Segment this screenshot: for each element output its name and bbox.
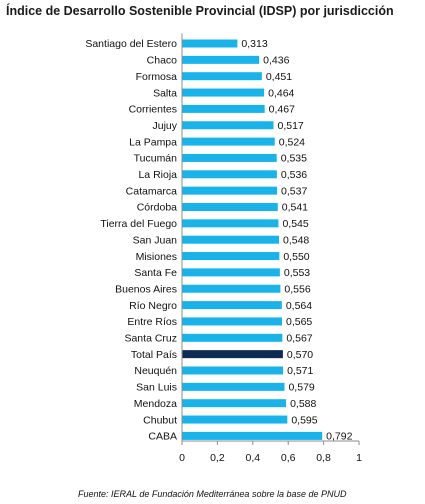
category-label-caba: CABA — [148, 431, 177, 443]
bar-chubut — [182, 415, 288, 424]
value-label-neuquen: 0,571 — [287, 365, 313, 377]
value-label-misiones: 0,550 — [283, 251, 309, 263]
bar-salta — [182, 88, 265, 97]
category-label-cordoba: Córdoba — [137, 202, 177, 214]
bar-santiago-del-estero — [182, 39, 238, 48]
value-label-tierra-del-fuego: 0,545 — [282, 218, 308, 230]
value-label-chaco: 0,436 — [263, 55, 289, 67]
bar-entre-rios — [182, 317, 283, 326]
category-label-santa-fe: Santa Fe — [134, 267, 177, 279]
bar-neuquen — [182, 366, 284, 375]
bar-santa-cruz — [182, 333, 283, 342]
category-label-santa-cruz: Santa Cruz — [124, 333, 177, 345]
bar-santa-fe — [182, 268, 280, 277]
bar-jujuy — [182, 121, 274, 130]
value-label-santa-fe: 0,553 — [284, 267, 310, 279]
category-label-mendoza: Mendoza — [134, 398, 177, 410]
bar-san-luis — [182, 382, 285, 391]
bar-total-pais — [182, 350, 283, 359]
chart-title: Índice de Desarrollo Sostenible Provinci… — [6, 3, 394, 18]
bar-misiones — [182, 252, 280, 261]
bar-la-rioja — [182, 170, 277, 179]
bar-catamarca — [182, 186, 278, 195]
x-tick-label: 0,8 — [316, 452, 331, 464]
x-axis: 0 0,2 0,4 0,6 0,8 1 — [179, 33, 362, 464]
bar-formosa — [182, 72, 262, 81]
value-label-santiago-del-estero: 0,313 — [241, 38, 267, 50]
category-label-santiago-del-estero: Santiago del Estero — [85, 38, 177, 50]
category-label-san-luis: San Luis — [136, 382, 177, 394]
value-label-mendoza: 0,588 — [290, 398, 316, 410]
category-label-misiones: Misiones — [136, 251, 177, 263]
category-label-jujuy: Jujuy — [152, 120, 177, 132]
bar-mendoza — [182, 399, 287, 408]
value-label-caba: 0,792 — [326, 431, 352, 443]
category-label-la-rioja: La Rioja — [138, 169, 177, 181]
value-label-jujuy: 0,517 — [278, 120, 304, 132]
value-label-formosa: 0,451 — [266, 71, 292, 83]
category-label-tierra-del-fuego: Tierra del Fuego — [100, 218, 177, 230]
value-label-cordoba: 0,541 — [282, 202, 308, 214]
bar-la-pampa — [182, 137, 275, 146]
value-label-salta: 0,464 — [268, 87, 294, 99]
bar-chaco — [182, 55, 260, 64]
bar-tierra-del-fuego — [182, 219, 279, 228]
category-label-entre-rios: Entre Ríos — [127, 316, 177, 328]
value-label-total-pais: 0,570 — [287, 349, 313, 361]
value-label-la-pampa: 0,524 — [279, 136, 305, 148]
category-label-total-pais: Total País — [131, 349, 177, 361]
category-label-la-pampa: La Pampa — [129, 136, 177, 148]
bar-caba — [182, 431, 323, 440]
category-label-chubut: Chubut — [143, 414, 177, 426]
bar-buenos-aires — [182, 284, 281, 293]
category-label-buenos-aires: Buenos Aires — [115, 283, 177, 295]
value-label-san-juan: 0,548 — [283, 234, 309, 246]
x-tick-label: 0,6 — [281, 452, 296, 464]
category-label-corrientes: Corrientes — [129, 104, 177, 116]
value-label-rio-negro: 0,564 — [286, 300, 312, 312]
value-label-chubut: 0,595 — [291, 414, 317, 426]
value-label-santa-cruz: 0,567 — [286, 333, 312, 345]
value-label-la-rioja: 0,536 — [281, 169, 307, 181]
bar-corrientes — [182, 104, 265, 113]
value-label-buenos-aires: 0,556 — [284, 283, 310, 295]
category-label-neuquen: Neuquén — [134, 365, 177, 377]
x-tick-label: 0,2 — [210, 452, 225, 464]
x-tick-label: 0,4 — [245, 452, 260, 464]
category-label-formosa: Formosa — [136, 71, 178, 83]
category-label-catamarca: Catamarca — [126, 185, 178, 197]
source-note: Fuente: IERAL de Fundación Mediterránea … — [78, 489, 347, 499]
value-label-tucuman: 0,535 — [281, 153, 307, 165]
value-label-san-luis: 0,579 — [288, 382, 314, 394]
category-label-tucuman: Tucumán — [134, 153, 178, 165]
bar-san-juan — [182, 235, 279, 244]
x-tick-label: 0 — [179, 452, 185, 464]
value-label-entre-rios: 0,565 — [286, 316, 312, 328]
value-label-corrientes: 0,467 — [269, 104, 295, 116]
category-label-salta: Salta — [153, 87, 177, 99]
category-label-chaco: Chaco — [147, 55, 178, 67]
value-label-catamarca: 0,537 — [281, 185, 307, 197]
bar-cordoba — [182, 203, 278, 211]
bar-tucuman — [182, 153, 277, 162]
category-label-rio-negro: Río Negro — [129, 300, 177, 312]
category-label-san-juan: San Juan — [133, 234, 178, 246]
bar-rio-negro — [182, 301, 282, 310]
x-tick-label: 1 — [356, 452, 362, 464]
bars-group: Santiago del Estero 0,313 Chaco 0,436 Formos… — [85, 38, 352, 442]
